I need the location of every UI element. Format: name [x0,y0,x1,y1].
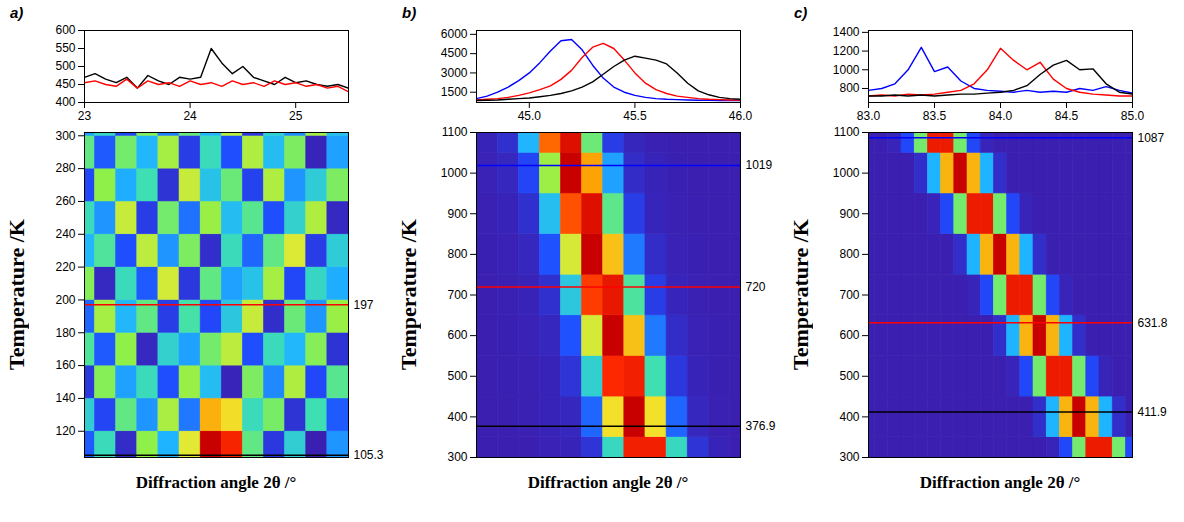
svg-text:411.9: 411.9 [1138,405,1167,419]
svg-text:1500: 1500 [441,85,468,99]
svg-text:280: 280 [55,161,75,175]
html-text:Temperature /K: Temperature /K [4,219,29,370]
svg-text:800: 800 [839,247,859,261]
svg-text:300: 300 [55,129,75,143]
svg-text:1400: 1400 [833,25,860,39]
svg-text:84.0: 84.0 [989,109,1013,122]
svg-text:600: 600 [839,328,859,342]
html-text:c): c) [794,4,808,21]
svg-text:1100: 1100 [442,125,468,139]
svg-text:84.5: 84.5 [1055,109,1079,122]
svg-text:1019: 1019 [746,158,773,172]
svg-text:800: 800 [839,81,859,95]
svg-text:240: 240 [55,227,75,241]
html-text:Temperature /K: Temperature /K [788,219,813,370]
svg-text:631.8: 631.8 [1138,316,1168,330]
svg-text:550: 550 [55,41,75,55]
svg-text:220: 220 [55,260,75,274]
svg-text:83.5: 83.5 [923,109,947,122]
svg-text:300: 300 [839,450,859,464]
svg-text:180: 180 [55,326,75,340]
svg-text:83.0: 83.0 [857,109,881,122]
svg-text:45.5: 45.5 [623,109,647,122]
svg-text:24: 24 [183,109,197,122]
svg-text:376.9: 376.9 [746,419,776,433]
svg-text:1000: 1000 [833,63,860,77]
svg-text:1000: 1000 [441,166,468,180]
svg-text:1000: 1000 [833,166,860,180]
svg-text:160: 160 [55,358,75,372]
svg-text:450: 450 [55,77,75,91]
svg-text:85.0: 85.0 [1121,109,1145,122]
svg-text:1100: 1100 [834,125,860,139]
svg-text:1200: 1200 [833,44,860,58]
svg-text:140: 140 [55,391,75,405]
svg-text:400: 400 [839,410,859,424]
svg-text:25: 25 [289,109,303,122]
html-text:Diffraction angle 2θ /°: Diffraction angle 2θ /° [527,473,689,492]
svg-text:500: 500 [55,59,75,73]
svg-text:3000: 3000 [441,66,468,80]
html-text:Diffraction angle 2θ /°: Diffraction angle 2θ /° [135,473,297,492]
svg-text:23: 23 [78,109,92,122]
svg-text:500: 500 [839,369,859,383]
svg-text:1087: 1087 [1138,131,1165,145]
svg-text:6000: 6000 [441,27,468,41]
svg-text:720: 720 [746,280,766,294]
svg-text:400: 400 [55,95,75,109]
svg-text:900: 900 [839,207,859,221]
svg-text:300: 300 [447,450,467,464]
svg-text:46.0: 46.0 [729,109,753,122]
svg-text:400: 400 [447,410,467,424]
html-text:Diffraction angle 2θ /°: Diffraction angle 2θ /° [919,473,1081,492]
html-text:Temperature /K: Temperature /K [396,219,421,370]
svg-text:4500: 4500 [441,46,468,60]
svg-text:700: 700 [839,288,859,302]
svg-text:260: 260 [55,194,75,208]
svg-text:800: 800 [447,247,467,261]
svg-text:45.0: 45.0 [518,109,542,122]
html-text:a): a) [10,4,24,21]
svg-text:120: 120 [55,424,75,438]
svg-text:200: 200 [55,293,75,307]
svg-text:500: 500 [447,369,467,383]
svg-text:600: 600 [447,328,467,342]
svg-text:700: 700 [447,288,467,302]
svg-text:900: 900 [447,207,467,221]
svg-text:105.3: 105.3 [354,448,384,462]
html-text:b): b) [402,4,417,21]
svg-text:600: 600 [55,23,75,37]
svg-text:197: 197 [354,298,374,312]
